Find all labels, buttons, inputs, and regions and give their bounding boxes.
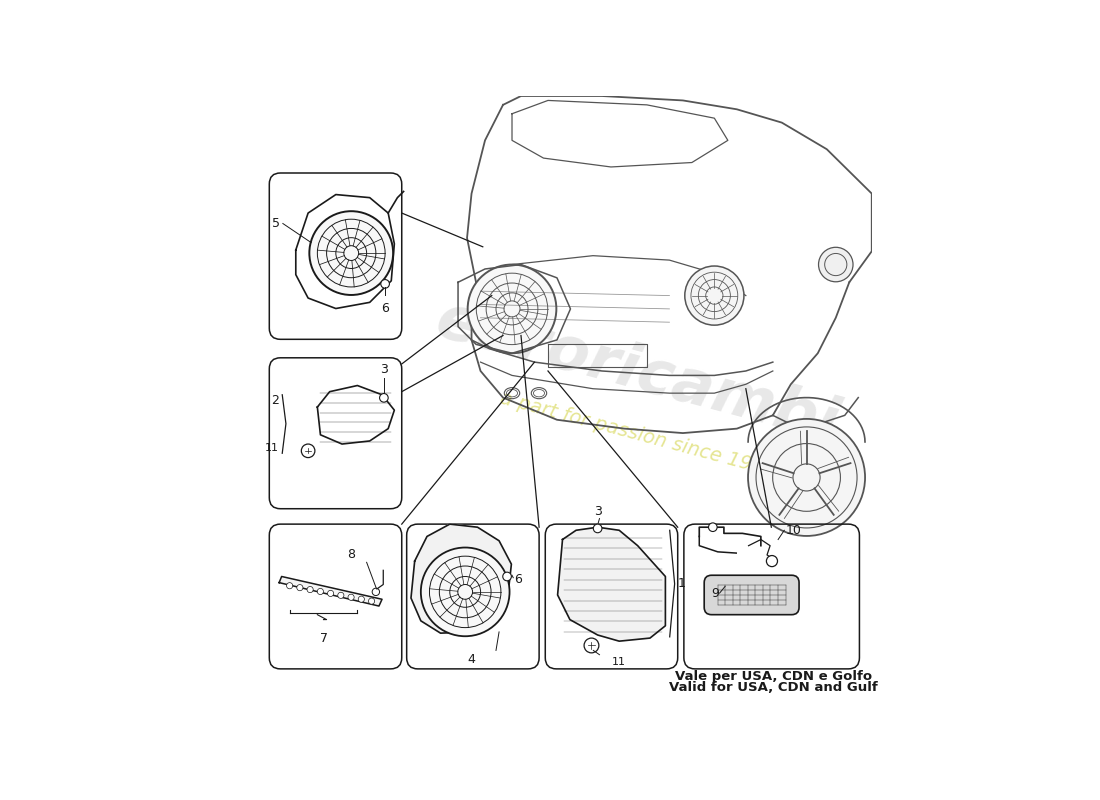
Circle shape bbox=[309, 211, 393, 295]
Text: 3: 3 bbox=[594, 505, 602, 518]
Circle shape bbox=[348, 594, 354, 600]
Text: 5: 5 bbox=[273, 217, 280, 230]
Text: 8: 8 bbox=[348, 548, 355, 561]
Circle shape bbox=[708, 523, 717, 531]
Text: 9: 9 bbox=[711, 587, 719, 600]
Text: a part for passion since 1985: a part for passion since 1985 bbox=[498, 389, 778, 481]
Text: Vale per USA, CDN e Golfo: Vale per USA, CDN e Golfo bbox=[674, 670, 872, 682]
Circle shape bbox=[368, 598, 375, 604]
Circle shape bbox=[748, 419, 865, 536]
Text: 2: 2 bbox=[272, 394, 279, 407]
Polygon shape bbox=[558, 527, 666, 641]
Text: Valid for USA, CDN and Gulf: Valid for USA, CDN and Gulf bbox=[669, 681, 878, 694]
Text: 1: 1 bbox=[678, 578, 685, 590]
Circle shape bbox=[338, 592, 344, 598]
Circle shape bbox=[468, 265, 557, 354]
Circle shape bbox=[421, 547, 509, 636]
Circle shape bbox=[685, 266, 744, 325]
Circle shape bbox=[317, 589, 323, 594]
Text: 3: 3 bbox=[379, 363, 388, 376]
Circle shape bbox=[372, 588, 379, 595]
Circle shape bbox=[286, 582, 293, 589]
Polygon shape bbox=[279, 577, 382, 606]
Circle shape bbox=[767, 555, 778, 566]
Circle shape bbox=[307, 586, 314, 593]
Polygon shape bbox=[411, 524, 512, 633]
Text: 11: 11 bbox=[613, 657, 626, 666]
Circle shape bbox=[503, 572, 512, 581]
Text: 4: 4 bbox=[468, 654, 475, 666]
Circle shape bbox=[328, 590, 333, 597]
Text: euroricambi: euroricambi bbox=[430, 291, 846, 455]
Text: 6: 6 bbox=[382, 302, 389, 315]
Circle shape bbox=[584, 638, 598, 653]
Text: 7: 7 bbox=[319, 632, 328, 645]
Circle shape bbox=[297, 585, 302, 590]
Circle shape bbox=[593, 524, 602, 533]
Circle shape bbox=[818, 247, 852, 282]
Text: 6: 6 bbox=[515, 573, 522, 586]
Text: 10: 10 bbox=[785, 524, 802, 537]
Circle shape bbox=[379, 394, 388, 402]
Circle shape bbox=[301, 444, 315, 458]
Text: 11: 11 bbox=[265, 443, 279, 454]
Circle shape bbox=[359, 596, 364, 602]
Circle shape bbox=[381, 279, 389, 288]
FancyBboxPatch shape bbox=[704, 575, 799, 614]
